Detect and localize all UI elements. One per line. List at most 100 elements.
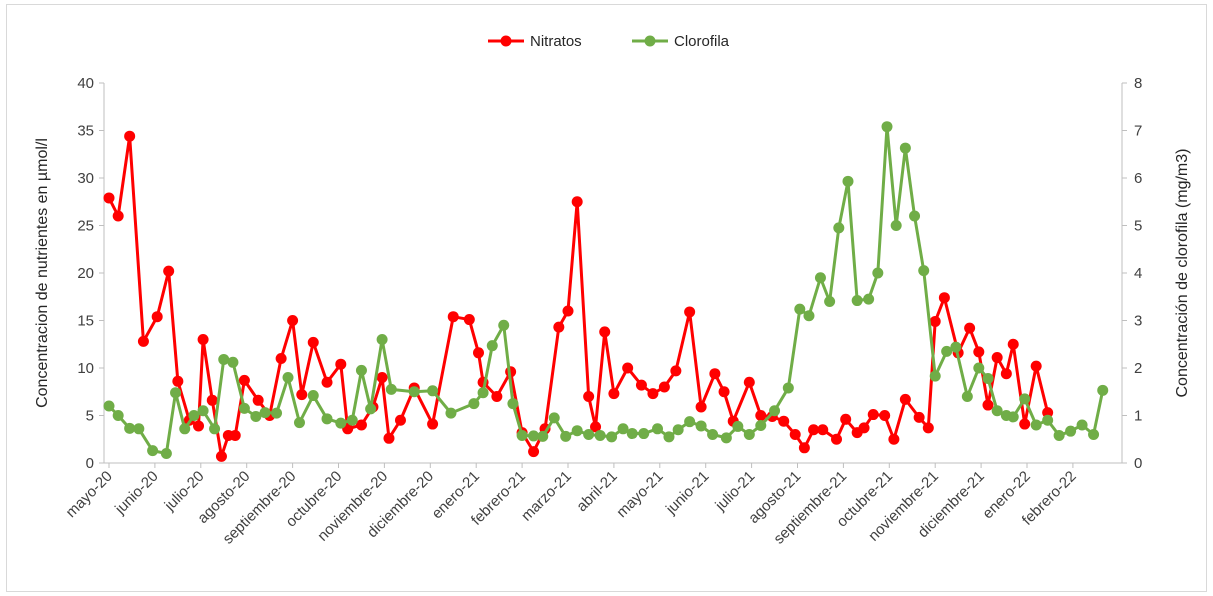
- nitratos-point: [938, 292, 950, 304]
- nitratos-point: [463, 314, 475, 326]
- chart-frame: Nitratos Clorofila 0 5 10 15 20 25 30 35 40 0 1 2 3 4 5…: [6, 4, 1207, 592]
- clorofila-point: [507, 398, 519, 410]
- clorofila-point: [218, 353, 230, 365]
- nitratos-point: [206, 394, 218, 406]
- clorofila-point: [445, 407, 457, 419]
- y-right-tick-label: 1: [1134, 408, 1142, 425]
- clorofila-point: [346, 414, 358, 426]
- y-right-tick-label: 2: [1134, 360, 1142, 377]
- y-left-tick-label: 40: [77, 75, 94, 92]
- clorofila-point: [617, 423, 629, 435]
- clorofila-point: [899, 142, 911, 154]
- clorofila-point: [973, 362, 985, 374]
- clorofila-point: [170, 387, 182, 399]
- axes: 0 5 10 15 20 25 30 35 40 0 1 2 3 4 5 6 7 8 mayo-20junio-20…: [63, 75, 1143, 548]
- nitratos-point: [151, 311, 163, 323]
- nitratos-point: [307, 336, 319, 348]
- nitratos-point: [163, 265, 175, 277]
- nitratos-point: [275, 353, 287, 364]
- clorofila-point: [282, 372, 294, 383]
- nitratos-point: [858, 422, 870, 434]
- clorofila-point: [606, 431, 618, 443]
- nitratos-point: [296, 389, 308, 401]
- nitratos-point: [743, 376, 755, 388]
- nitratos-point: [647, 388, 659, 400]
- nitratos-point: [124, 130, 136, 142]
- clorofila-point: [720, 432, 732, 444]
- clorofila-point: [1019, 393, 1031, 405]
- nitratos-point: [755, 410, 767, 421]
- nitratos-point: [929, 315, 941, 327]
- clorofila-point: [1097, 384, 1109, 396]
- clorofila-point: [851, 295, 863, 307]
- y-left-tick-label: 10: [77, 360, 94, 377]
- nitratos-point: [964, 322, 976, 334]
- clorofila-point: [755, 419, 767, 431]
- nitratos-point: [193, 420, 205, 432]
- x-tick-label: junio-21: [662, 468, 712, 518]
- clorofila-point: [112, 410, 124, 421]
- nitratos-point: [922, 422, 934, 434]
- clorofila-point: [293, 417, 305, 429]
- nitratos-point: [695, 401, 707, 413]
- y-right-tick-label: 6: [1134, 170, 1142, 187]
- clorofila-point: [663, 431, 675, 443]
- nitratos-point: [899, 393, 911, 405]
- nitratos-point: [447, 311, 459, 323]
- clorofila-point: [355, 364, 367, 376]
- clorofila-point: [950, 341, 962, 353]
- nitratos-point: [355, 419, 367, 431]
- clorofila-point: [707, 429, 719, 440]
- clorofila-point: [321, 413, 333, 425]
- x-tick-label: marzo-21: [518, 468, 575, 525]
- nitratos-point: [817, 424, 829, 436]
- clorofila-point: [103, 400, 115, 412]
- nitratos-point: [670, 365, 682, 377]
- clorofila-point: [376, 334, 388, 345]
- nitratos-point: [879, 410, 891, 421]
- nitratos-point: [583, 391, 595, 402]
- clorofila-point: [982, 372, 994, 384]
- clorofila-point: [307, 390, 319, 402]
- y-right-tick-label: 5: [1134, 218, 1142, 235]
- clorofila-point: [824, 296, 836, 307]
- nitratos-point: [590, 421, 602, 433]
- nitratos-point: [1007, 338, 1019, 350]
- nitratos-point: [840, 413, 852, 425]
- clorofila-point: [209, 423, 221, 435]
- clorofila-point: [335, 417, 347, 429]
- nitratos-point: [335, 358, 347, 370]
- clorofila-point: [365, 403, 377, 415]
- clorofila-point: [1076, 419, 1088, 431]
- clorofila-point: [427, 385, 439, 397]
- y-right-tick-label: 3: [1134, 313, 1142, 330]
- nitratos-point: [982, 399, 994, 411]
- nitratos-point: [376, 372, 388, 383]
- nitratos-point: [808, 424, 820, 436]
- nitratos-point: [321, 376, 333, 388]
- nitratos-point: [888, 433, 900, 445]
- clorofila-point: [732, 420, 744, 432]
- clorofila-point: [238, 402, 250, 414]
- nitratos-point: [553, 321, 565, 333]
- clorofila-point: [782, 382, 794, 394]
- y-axis-left-title: Concentracion de nutrientes en µmol/l: [34, 138, 51, 408]
- clorofila-point: [528, 430, 540, 442]
- x-tick-label: mayo-21: [613, 468, 666, 521]
- nitratos-point: [991, 352, 1003, 364]
- nitratos-point: [913, 411, 925, 423]
- y-left-tick-label: 0: [86, 455, 94, 472]
- clorofila-point: [842, 175, 854, 187]
- nitratos-point: [472, 347, 484, 359]
- nitratos-point: [658, 381, 670, 393]
- clorofila-point: [769, 405, 781, 417]
- nitratos-point: [867, 409, 879, 421]
- nitratos-point: [172, 375, 184, 387]
- nitratos-point: [608, 388, 620, 400]
- y-left-tick-label: 20: [77, 265, 94, 282]
- nitratos-point: [599, 326, 611, 338]
- nitratos-point: [798, 442, 810, 454]
- clorofila-point: [498, 319, 510, 331]
- clorofila-point: [652, 423, 664, 435]
- nitratos-point: [571, 196, 583, 208]
